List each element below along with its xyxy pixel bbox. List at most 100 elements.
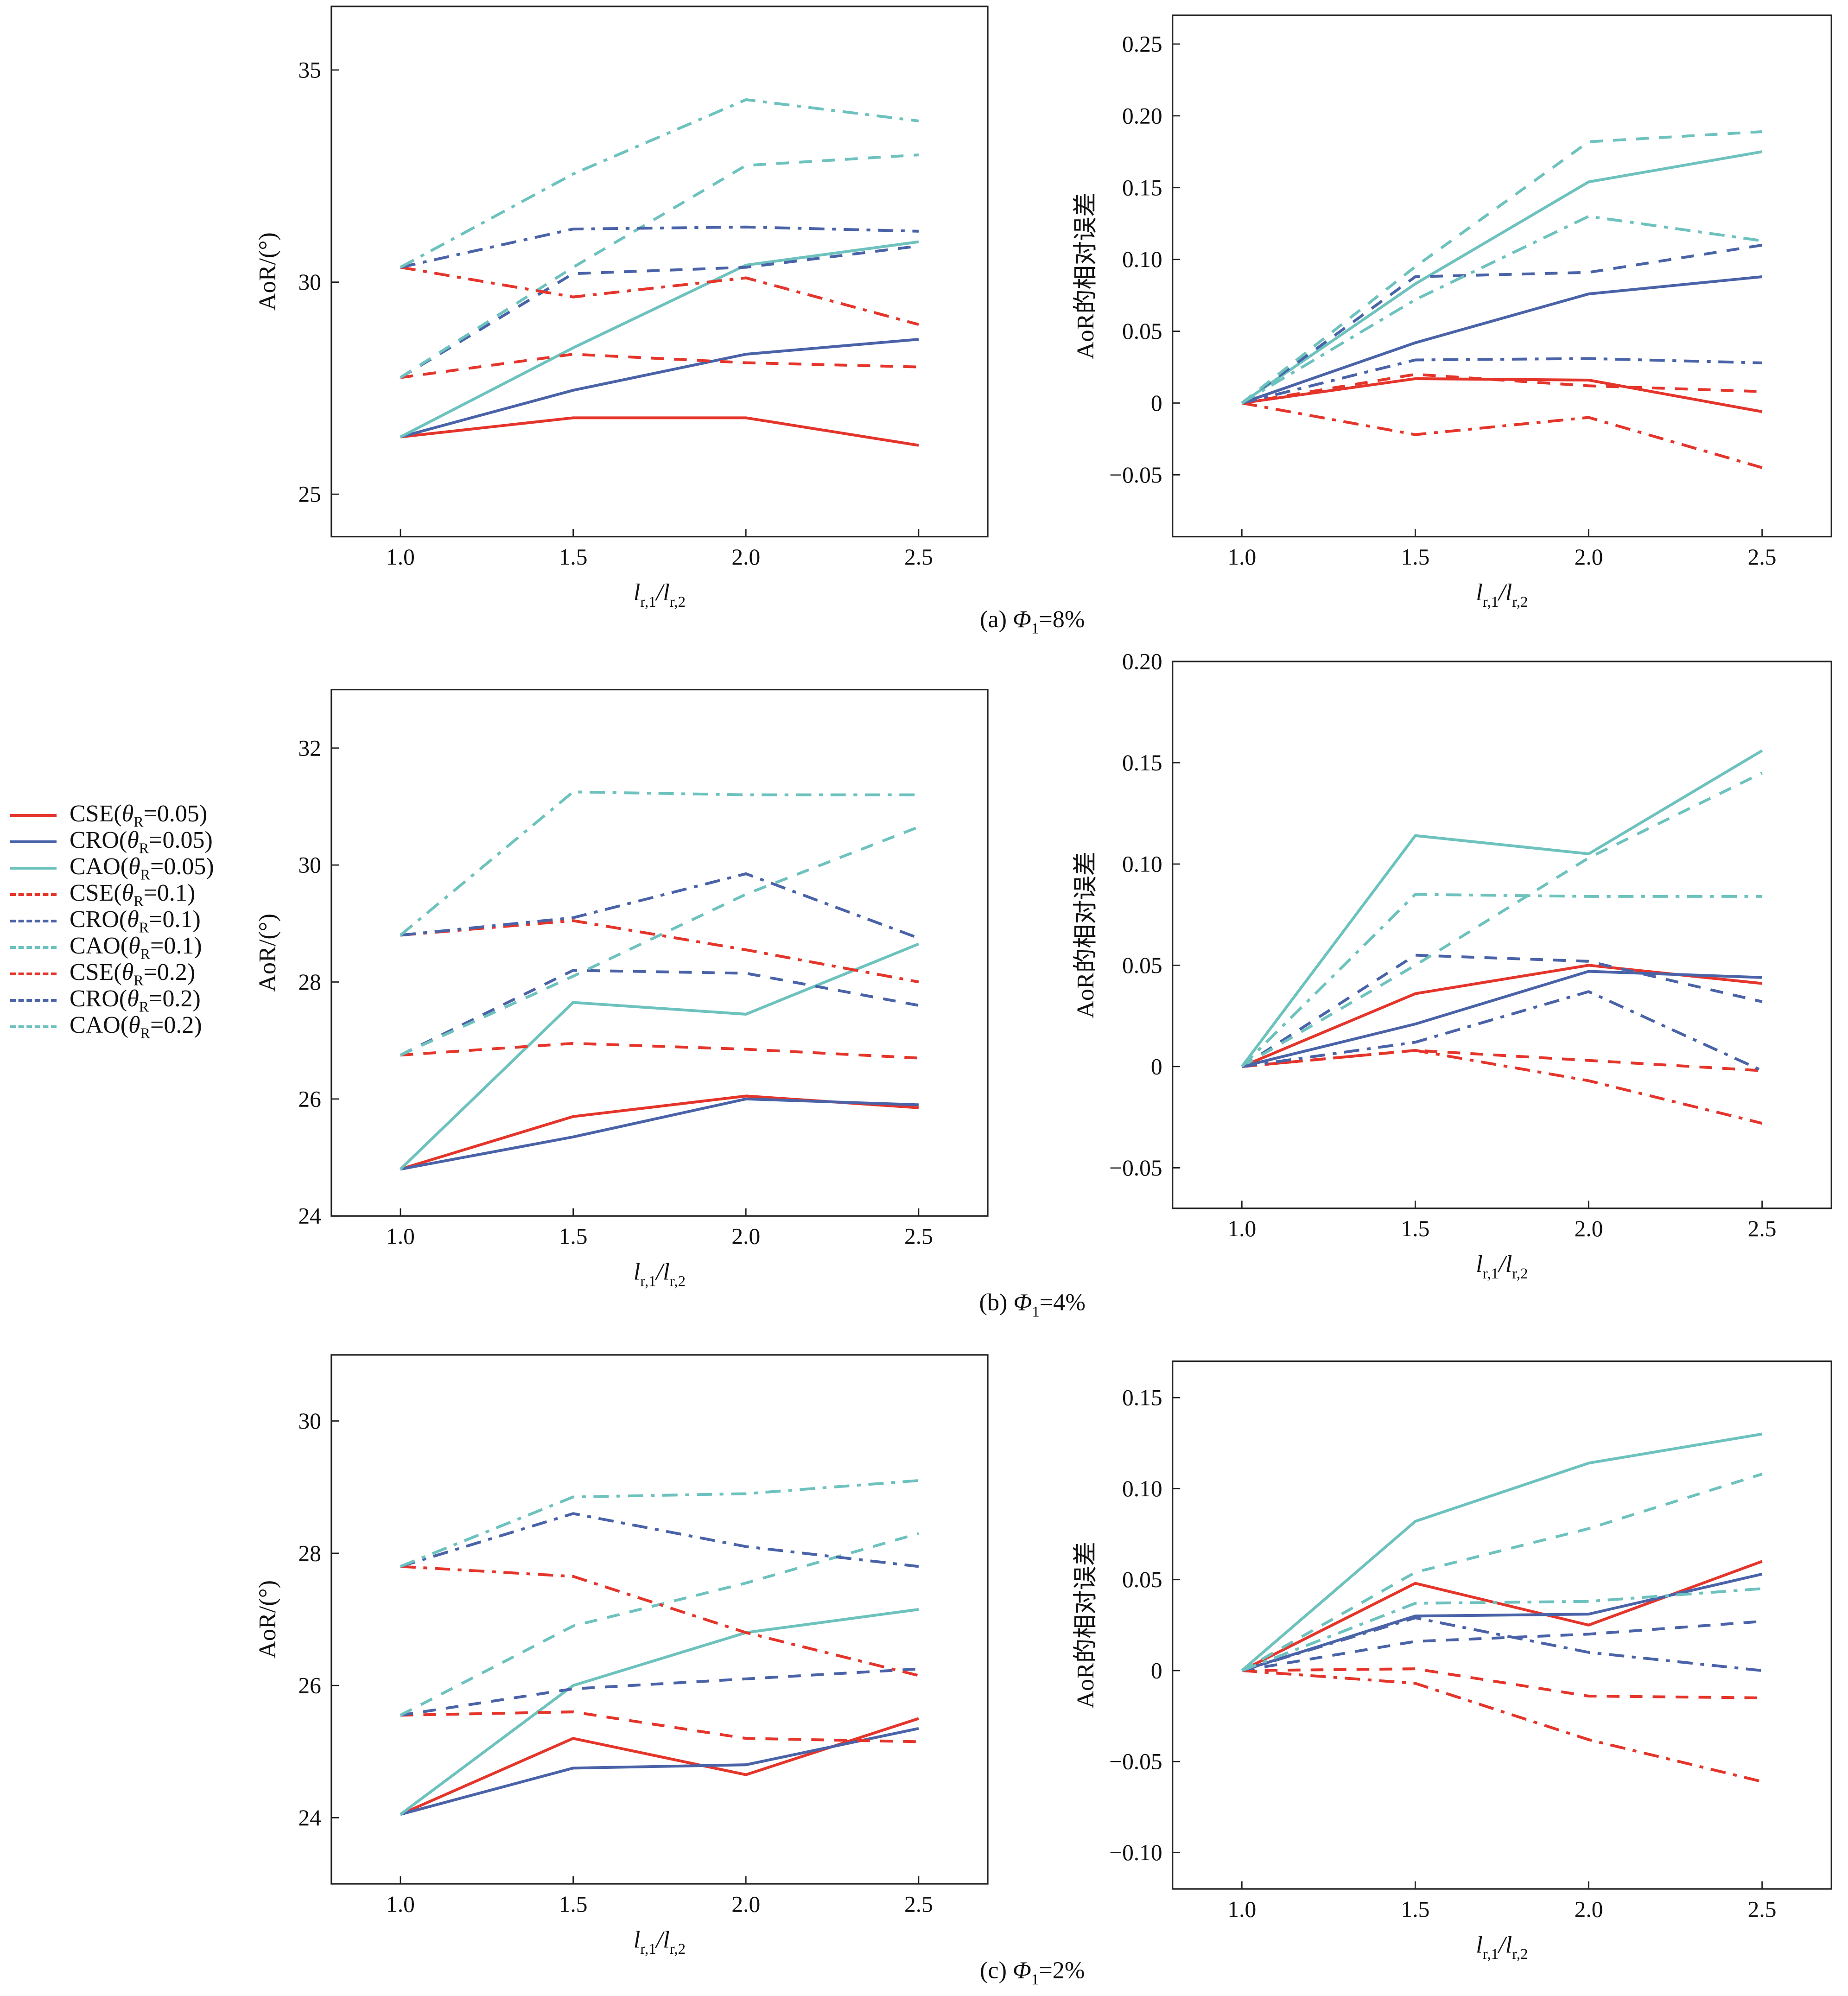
legend-value: =0.05) — [143, 800, 208, 827]
x-label-subscript: r,1 — [1483, 1946, 1499, 1963]
y-tick-label: 30 — [298, 1408, 321, 1434]
y-axis-label: AoR的相对误差 — [1072, 852, 1099, 1018]
legend-method: CSE( — [70, 879, 122, 906]
caption-part: Φ — [1013, 606, 1031, 633]
legend-theta: θ — [121, 879, 134, 906]
x-label-subscript: r,1 — [640, 1273, 656, 1290]
x-label-part: l — [663, 1926, 670, 1953]
y-tick-label: 0.20 — [1122, 103, 1162, 128]
y-tick-label: 26 — [298, 1086, 321, 1112]
legend-theta-sub: R — [133, 892, 144, 909]
legend-label: CSE(θR=0.05) — [70, 800, 207, 830]
legend-item: CRO(θR=0.2) — [10, 985, 214, 1015]
legend-theta: θ — [128, 932, 140, 959]
series-line — [1241, 401, 1763, 469]
y-axis-label: AoR的相对误差 — [1072, 1542, 1099, 1709]
y-tick-label: −0.05 — [1109, 1749, 1162, 1774]
y-tick-label: 0.15 — [1122, 175, 1162, 200]
legend-label: CRO(θR=0.2) — [70, 985, 201, 1015]
series-line — [1241, 215, 1763, 405]
series-line — [1241, 990, 1763, 1072]
plot-frame — [1172, 14, 1832, 538]
legend-theta-sub: R — [139, 839, 149, 857]
x-tick-label: 2.0 — [731, 1892, 760, 1917]
series-line — [400, 153, 919, 379]
legend-line-swatch — [10, 946, 57, 949]
legend-line-swatch — [10, 919, 57, 922]
legend-theta-sub: R — [140, 1024, 150, 1042]
series-line — [400, 1512, 919, 1568]
x-tick-label: 1.0 — [1227, 1897, 1256, 1922]
series-line — [1241, 150, 1763, 404]
legend-line-swatch — [10, 840, 57, 843]
legend-theta-sub: R — [140, 866, 150, 883]
legend-theta: θ — [128, 853, 140, 880]
y-tick-label: 0 — [1151, 1054, 1162, 1079]
y-tick-label: 0.05 — [1122, 318, 1162, 344]
legend-method: CAO( — [70, 932, 129, 959]
series-line — [1241, 373, 1762, 405]
y-axis-label: AoR/(°) — [254, 232, 281, 311]
y-tick-label: 0 — [1151, 1658, 1162, 1683]
x-tick-label: 2.5 — [1748, 1897, 1777, 1922]
legend-label: CRO(θR=0.05) — [70, 826, 213, 857]
x-tick-label: 1.0 — [386, 1224, 415, 1249]
y-tick-label: 30 — [298, 852, 321, 878]
series-line — [400, 1479, 919, 1568]
x-label-subscript: r,2 — [1512, 1946, 1528, 1963]
series-line — [1241, 1473, 1763, 1672]
series-line — [400, 353, 919, 379]
x-axis-label: lr,1/lr,2 — [1476, 579, 1528, 610]
x-label-part: / — [655, 579, 665, 606]
x-label-subscript: r,1 — [640, 594, 656, 610]
y-tick-label: −0.10 — [1109, 1840, 1162, 1865]
series-line — [400, 1608, 919, 1816]
x-label-subscript: r,2 — [1512, 594, 1528, 610]
legend-theta: θ — [121, 800, 134, 827]
series-line — [400, 244, 919, 379]
x-tick-label: 2.5 — [904, 1224, 933, 1249]
series-line — [400, 1710, 919, 1743]
y-axis-label: AoR/(°) — [254, 914, 281, 992]
series-line — [400, 919, 919, 984]
series-line — [400, 1094, 919, 1171]
plot-frame — [330, 1354, 989, 1885]
series-line — [1241, 130, 1762, 404]
y-tick-label: 24 — [298, 1805, 321, 1831]
y-tick-label: 0.20 — [1122, 649, 1162, 674]
series-line — [1241, 1432, 1763, 1672]
legend-value: =0.2) — [143, 959, 196, 985]
y-tick-label: 0.05 — [1122, 953, 1162, 978]
x-axis-label: lr,1/lr,2 — [634, 1259, 686, 1290]
x-axis-label: lr,1/lr,2 — [1476, 1251, 1528, 1282]
legend-method: CSE( — [70, 800, 122, 827]
x-label-part: l — [634, 1926, 641, 1953]
panel-caption: (b) Φ1=4% — [979, 1289, 1086, 1321]
y-tick-label: −0.05 — [1109, 462, 1162, 488]
x-tick-label: 1.0 — [386, 1892, 415, 1917]
caption-part: =8% — [1039, 606, 1085, 633]
legend-value: =0.05) — [150, 853, 214, 880]
legend-line-swatch — [10, 866, 57, 870]
y-tick-label: 0.10 — [1122, 247, 1162, 272]
legend-theta: θ — [127, 906, 139, 933]
series-line — [400, 98, 919, 269]
legend: CSE(θR=0.05) CRO(θR=0.05) CAO(θR=0.05) CSE(… — [10, 800, 214, 1042]
caption-part: (b) — [979, 1289, 1014, 1316]
y-axis-label: AoR的相对误差 — [1072, 192, 1099, 359]
caption-part: =4% — [1040, 1289, 1086, 1316]
legend-item: CRO(θR=0.1) — [10, 906, 214, 935]
legend-item: CAO(θR=0.2) — [10, 1012, 214, 1042]
x-label-part: l — [1505, 579, 1512, 606]
caption-part: 1 — [1031, 621, 1039, 637]
x-tick-label: 2.5 — [1748, 544, 1777, 570]
legend-item: CSE(θR=0.1) — [10, 879, 214, 909]
plot-frame — [1172, 661, 1832, 1209]
legend-theta-sub: R — [139, 998, 149, 1015]
series-line — [400, 416, 919, 447]
legend-line-swatch — [10, 998, 57, 1002]
legend-theta-sub: R — [140, 945, 150, 962]
series-line — [400, 872, 920, 940]
legend-item: CRO(θR=0.05) — [10, 826, 214, 857]
